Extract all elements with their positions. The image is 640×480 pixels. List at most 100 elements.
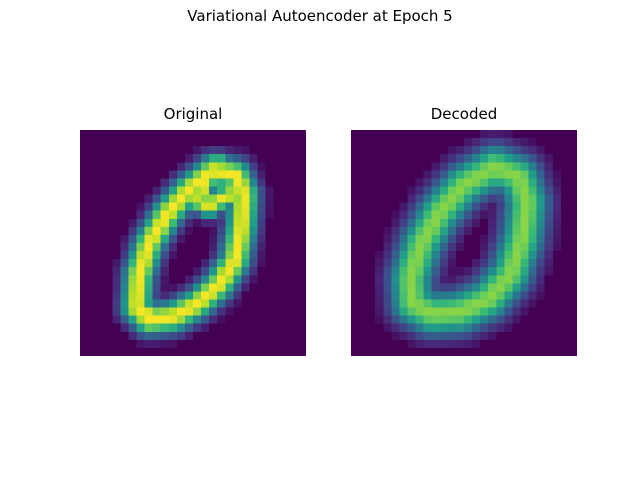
heatmap-pixel (359, 154, 368, 163)
heatmap-pixel (375, 243, 384, 252)
heatmap-pixel (367, 146, 376, 155)
heatmap-pixel (439, 226, 449, 236)
heatmap-pixel (152, 251, 161, 260)
heatmap-pixel (528, 291, 537, 300)
heatmap-pixel (265, 186, 274, 195)
heatmap-pixel (399, 162, 408, 171)
heatmap-pixel (152, 331, 161, 341)
heatmap-pixel (225, 226, 234, 236)
heatmap-pixel (128, 202, 137, 211)
heatmap-pixel (464, 323, 473, 332)
heatmap-pixel (96, 259, 105, 268)
heatmap-pixel (447, 315, 457, 324)
heatmap-pixel (528, 218, 537, 228)
heatmap-pixel (560, 162, 570, 171)
heatmap-pixel (289, 323, 299, 332)
heatmap-pixel (504, 154, 513, 163)
heatmap-pixel (375, 251, 384, 260)
heatmap-pixel (455, 315, 465, 324)
heatmap-pixel (568, 218, 577, 228)
heatmap-pixel (225, 267, 234, 276)
heatmap-pixel (480, 170, 489, 179)
heatmap-pixel (488, 162, 497, 171)
heatmap-pixel (464, 283, 473, 292)
heatmap-pixel (375, 307, 384, 316)
heatmap-pixel (520, 210, 529, 219)
heatmap-pixel (273, 307, 282, 316)
heatmap-pixel (136, 307, 145, 316)
heatmap-pixel (504, 299, 513, 308)
heatmap-pixel (415, 275, 424, 284)
heatmap-pixel (281, 178, 291, 187)
heatmap-pixel (233, 323, 242, 332)
heatmap-pixel (160, 138, 169, 147)
heatmap-pixel (391, 162, 400, 171)
heatmap-pixel (201, 283, 210, 292)
heatmap-pixel (120, 194, 129, 203)
heatmap-pixel (297, 331, 306, 341)
heatmap-pixel (455, 162, 465, 171)
heatmap-pixel (176, 275, 186, 284)
heatmap-pixel (415, 251, 424, 260)
heatmap-pixel (225, 243, 234, 252)
heatmap-pixel (225, 339, 234, 349)
heatmap-pixel (273, 154, 282, 163)
heatmap-pixel (152, 138, 161, 147)
heatmap-pixel (168, 146, 178, 155)
heatmap-pixel (399, 347, 408, 356)
heatmap-pixel (464, 202, 473, 211)
heatmap-pixel (297, 138, 306, 147)
heatmap-pixel (383, 154, 392, 163)
heatmap-pixel (552, 243, 562, 252)
heatmap-pixel (273, 267, 282, 276)
heatmap-pixel (96, 347, 105, 356)
heatmap-pixel (359, 315, 368, 324)
heatmap-pixel (544, 283, 553, 292)
heatmap-pixel (552, 154, 562, 163)
heatmap-pixel (399, 307, 408, 316)
heatmap-pixel (383, 243, 392, 252)
heatmap-pixel (528, 154, 537, 163)
heatmap-pixel (160, 283, 169, 292)
heatmap-pixel (407, 307, 416, 316)
heatmap-pixel (241, 299, 250, 308)
heatmap-pixel (439, 218, 449, 228)
heatmap-pixel (455, 323, 465, 332)
heatmap-pixel (96, 267, 105, 276)
heatmap-pixel (297, 323, 306, 332)
heatmap-pixel (447, 218, 457, 228)
heatmap-pixel (104, 146, 113, 155)
heatmap-pixel (367, 323, 376, 332)
heatmap-pixel (241, 243, 250, 252)
heatmap-pixel (225, 210, 234, 219)
heatmap-pixel (415, 154, 424, 163)
heatmap-pixel (447, 162, 457, 171)
heatmap-pixel (209, 130, 218, 139)
heatmap-pixel (168, 291, 178, 300)
heatmap-pixel (512, 210, 521, 219)
heatmap-pixel (289, 218, 299, 228)
heatmap-pixel (488, 291, 497, 300)
heatmap-pixel (455, 283, 465, 292)
heatmap-pixel (136, 178, 145, 187)
heatmap-pixel (112, 275, 121, 284)
heatmap-pixel (423, 347, 432, 356)
heatmap-pixel (104, 226, 113, 236)
heatmap-pixel (560, 218, 570, 228)
heatmap-pixel (391, 291, 400, 300)
heatmap-pixel (568, 234, 577, 244)
heatmap-pixel (407, 339, 416, 349)
heatmap-pixel (217, 307, 226, 316)
heatmap-pixel (112, 347, 121, 356)
heatmap-pixel (415, 339, 424, 349)
heatmap-pixel (407, 218, 416, 228)
heatmap-pixel (520, 146, 529, 155)
heatmap-pixel (544, 210, 553, 219)
heatmap-pixel (351, 154, 360, 163)
heatmap-pixel (209, 259, 218, 268)
heatmap-pixel (399, 146, 408, 155)
heatmap-pixel (455, 267, 465, 276)
heatmap-pixel (391, 186, 400, 195)
heatmap-pixel (233, 146, 242, 155)
heatmap-pixel (273, 130, 282, 139)
